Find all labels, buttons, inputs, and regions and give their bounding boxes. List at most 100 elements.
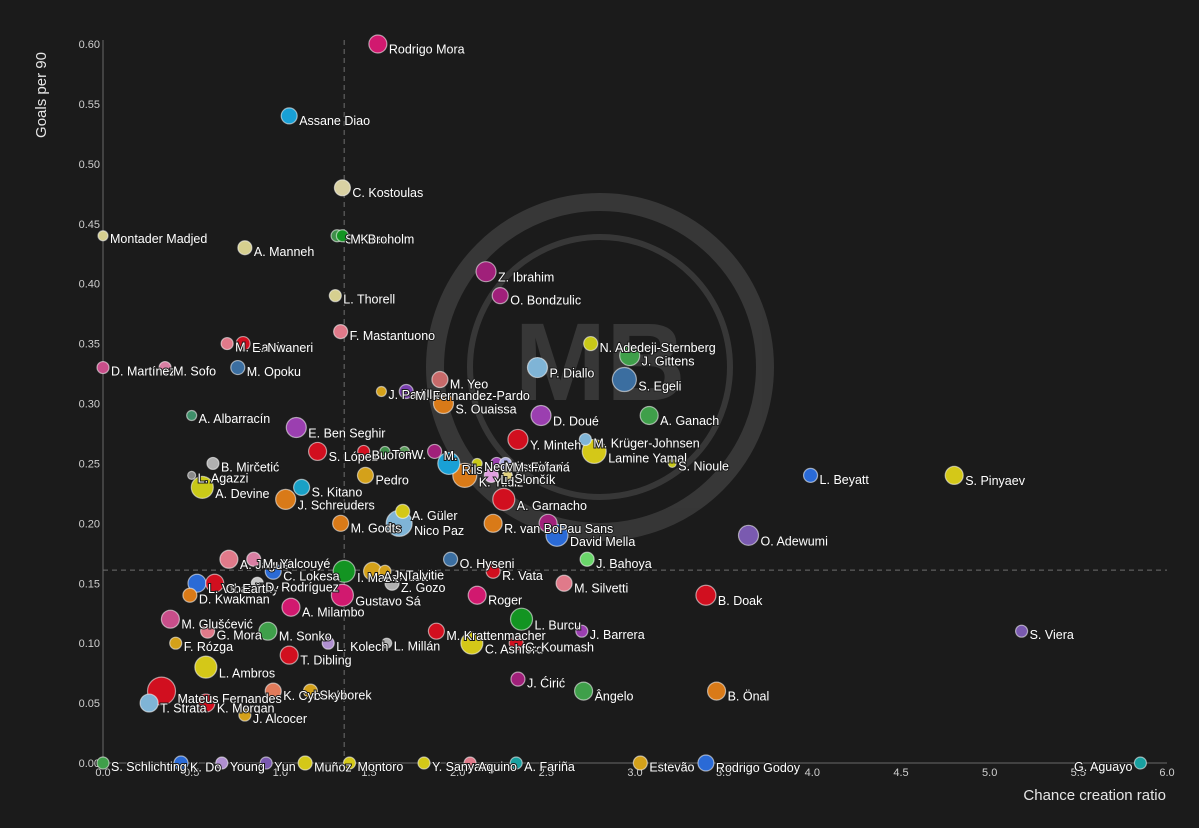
data-point (194, 655, 218, 679)
point-label: N. Adedeji-Sternberg (600, 341, 716, 355)
data-point (384, 575, 400, 591)
data-point (206, 456, 220, 471)
point-label: J. Ćirić (527, 676, 565, 691)
data-point (667, 458, 677, 469)
point-label: F. Rózga (184, 640, 233, 654)
point-label: B. Mirčetić (221, 460, 279, 474)
data-point (205, 573, 225, 593)
point-label: David Mella (570, 535, 635, 549)
point-label: D. Doué (553, 414, 599, 428)
point-label: S. Viera (1030, 628, 1074, 642)
point-label: E. Ben Seghir (308, 426, 385, 440)
data-point (463, 756, 477, 770)
x-tick-label: 1.5 (361, 767, 376, 779)
y-tick-labels: 0.00 0.05 0.10 0.15 0.20 0.25 0.30 0.35 0.40 0.45… (79, 39, 100, 770)
data-point (332, 559, 356, 583)
point-label: A. Milambo (302, 606, 365, 620)
point-label: J. Alcocer (253, 712, 307, 726)
point-label: A. Nusa (384, 570, 429, 584)
point-label: O. Adewumi (760, 534, 827, 548)
point-label: J. Talvitie (393, 568, 444, 582)
data-point (442, 551, 459, 567)
data-point (200, 623, 216, 639)
data-point (509, 756, 523, 770)
point-label: L. Kolech (336, 640, 388, 654)
point-label: O. Hyseni (460, 557, 515, 571)
point-label: Nico Paz (414, 524, 464, 538)
data-point (695, 584, 717, 606)
point-label: Buon (372, 448, 401, 462)
point-label: T. Strata (160, 702, 207, 716)
point-label: S. Kilen (345, 233, 388, 247)
x-tick-label: 0.5 (184, 767, 199, 779)
x-tick-label: 5.0 (982, 767, 997, 779)
point-label: L. Slončík (500, 473, 556, 487)
reference-lines (103, 40, 1167, 763)
data-point (575, 624, 589, 638)
point-label: Massimović (505, 460, 570, 474)
point-label: M. Fernandez-Pardo (415, 389, 530, 403)
point-label: K. Yildiz (479, 475, 523, 489)
data-point (802, 467, 819, 483)
data-point (139, 693, 159, 713)
data-point (330, 583, 354, 607)
data-point (307, 441, 328, 462)
data-point (186, 409, 198, 422)
point-label: S. Kitano (312, 485, 363, 499)
y-tick-label: 0.50 (79, 159, 100, 171)
point-label: Rils (462, 463, 483, 477)
y-tick-label: 0.30 (79, 399, 100, 411)
x-tick-label: 6.0 (1159, 767, 1174, 779)
point-label: L. Beyatt (820, 473, 870, 487)
point-label: O. Bondzulic (510, 294, 581, 308)
data-point (697, 754, 715, 772)
data-point (538, 513, 558, 533)
point-label: W. (411, 448, 426, 462)
point-label: Pedro (375, 473, 408, 487)
point-label: Montoro (357, 760, 403, 774)
point-label: C. Ashford (485, 643, 543, 657)
y-tick-label: 0.25 (79, 458, 100, 470)
y-tick-label: 0.00 (79, 758, 100, 770)
data-point (432, 392, 455, 415)
data-point (509, 607, 534, 631)
point-label: Montader Madjed (110, 232, 207, 246)
point-label: L. Vrbančić (208, 582, 270, 596)
data-point (427, 443, 443, 460)
data-point (398, 445, 411, 458)
point-label: S. Pinyaev (965, 474, 1026, 488)
data-point (160, 609, 180, 629)
x-tick-label: 1.0 (273, 767, 288, 779)
x-tick-label: 2.5 (539, 767, 554, 779)
data-point (215, 756, 229, 770)
point-label: E. Nwaneri (252, 341, 313, 355)
data-point (258, 621, 278, 641)
data-point (333, 179, 351, 197)
data-point (259, 756, 273, 770)
point-label: A. Fariña (524, 760, 575, 774)
data-point (578, 432, 592, 447)
data-point (508, 635, 524, 651)
point-label: A. Jagušić (240, 558, 298, 572)
point-label: B. Doak (718, 594, 763, 608)
x-tick-label: 4.5 (893, 767, 908, 779)
x-tick-label: 5.5 (1071, 767, 1086, 779)
data-point (395, 503, 411, 519)
data-point (220, 336, 234, 351)
point-label: A. Ganach (660, 414, 719, 428)
data-point (238, 708, 252, 722)
point-label: A. Manneh (254, 245, 315, 259)
point-label: Z. Ibrahim (498, 271, 554, 285)
point-label: Y. Sanyang (432, 760, 495, 774)
data-point (579, 551, 595, 567)
point-label: M. Glušćević (181, 618, 253, 632)
point-label: Estevão (649, 761, 694, 775)
data-point (250, 576, 264, 590)
data-point (230, 359, 246, 376)
data-point (619, 344, 641, 367)
y-tick-label: 0.15 (79, 578, 100, 590)
y-tick-label: 0.35 (79, 339, 100, 351)
x-tick-label: 3.5 (716, 767, 731, 779)
data-point (96, 756, 110, 770)
point-label: F. Mastantuono (350, 329, 436, 343)
